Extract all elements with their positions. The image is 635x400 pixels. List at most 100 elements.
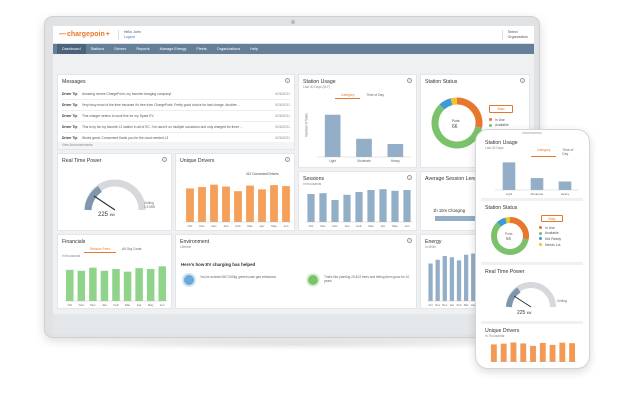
info-icon[interactable]: i xyxy=(520,78,525,83)
phone-donut-label: Ports xyxy=(505,232,513,236)
bar-nov xyxy=(435,259,440,301)
info-icon[interactable]: i xyxy=(407,175,412,180)
station-usage-title: Station Usage xyxy=(303,79,336,85)
message-text: Very busy most of the time because it's … xyxy=(82,103,241,107)
tab-time-of-day[interactable]: Time of Day xyxy=(562,148,574,156)
station-status-card: Station Status i Ports 66 Map In Use Ava… xyxy=(420,74,530,168)
app-header: — chargepoin + Hello John Logout Select Orga… xyxy=(53,26,534,44)
environment-card: Environment Lifetime i Here's how EV cha… xyxy=(175,234,417,309)
legend-dot xyxy=(539,243,542,247)
bar-jan xyxy=(520,343,527,362)
message-text: This charger seems to work fine for my S… xyxy=(82,114,154,118)
bar-heavy xyxy=(558,181,572,190)
bar-jan xyxy=(449,257,455,301)
tick-label: Jun xyxy=(160,303,165,307)
nav-organizations[interactable]: Organizations xyxy=(216,47,241,51)
message-row[interactable]: Driver Tip This is by far my favorite L2 … xyxy=(62,122,290,133)
message-author: Driver Tip xyxy=(62,136,78,140)
bar-jan xyxy=(222,186,230,222)
info-icon[interactable]: i xyxy=(285,157,290,162)
station-usage-card: Station Usage Last 30 Days (M-F) i Categ… xyxy=(298,74,417,168)
chargepoint-logo[interactable]: — chargepoin + xyxy=(59,31,110,38)
legend-label: In Use xyxy=(545,225,555,230)
phone-unique-drivers: Unique Drivers In Thousands xyxy=(481,324,583,362)
org-select-label: Select xyxy=(507,29,518,34)
user-menu[interactable]: Hello John Logout xyxy=(117,29,141,40)
logo-text: chargepoin xyxy=(67,31,105,38)
real-time-power-card: Real Time Power i 225 kW Ceiling 1.5 MW xyxy=(57,153,172,231)
bar-apr xyxy=(549,344,556,362)
tab-category[interactable]: Category xyxy=(335,92,361,99)
legend-dot xyxy=(539,237,542,241)
tick-label: Apr xyxy=(260,224,265,228)
phone-usage-tabs: Category Time of Day xyxy=(531,147,583,157)
nav-stations[interactable]: Stations xyxy=(90,47,105,51)
message-row[interactable]: Driver Tip Very busy most of the time bec… xyxy=(62,100,290,111)
phone-real-time-power: Real Time Power 225 kW Ceiling xyxy=(481,265,583,323)
info-icon[interactable]: i xyxy=(162,157,167,162)
tab-all-org-costs[interactable]: All Org Costs xyxy=(121,247,142,251)
nav-manage-energy[interactable]: Manage Energy xyxy=(159,47,187,51)
phone-screen: Station Usage Last 30 Days Category Time … xyxy=(481,136,583,362)
info-icon[interactable]: i xyxy=(407,78,412,83)
slice-not-ready xyxy=(496,217,507,227)
station-usage-ylabel: Number of Visits xyxy=(304,113,309,137)
nav-reports[interactable]: Reports xyxy=(136,47,150,51)
station-usage-chart: Light Moderate Heavy xyxy=(317,114,411,163)
avg-session-note: 1h 10m Charging xyxy=(433,208,466,213)
slice-needs-lot xyxy=(450,97,458,106)
legend-dot xyxy=(539,226,542,230)
org-selector[interactable]: Select Organization xyxy=(501,29,528,40)
phone-drivers-chart xyxy=(489,342,577,362)
logout-link[interactable]: Logout xyxy=(123,34,135,39)
bar-light xyxy=(324,114,341,157)
bar-feb xyxy=(112,269,120,301)
nav-drivers[interactable]: Drivers xyxy=(114,47,127,51)
tick-label: Oct xyxy=(188,224,193,228)
legend-label: Not Ready xyxy=(545,236,562,241)
message-row[interactable]: Driver Tip This charger seems to work fin… xyxy=(62,111,290,122)
legend-label: Needs Lot xyxy=(545,242,561,247)
tick-label: Nov xyxy=(320,224,326,228)
bar-moderate xyxy=(356,138,372,157)
tab-session-fees[interactable]: Session Fees xyxy=(84,246,116,253)
tick-label: May xyxy=(392,224,398,228)
slice-not-ready xyxy=(439,98,453,110)
bar-oct xyxy=(428,263,433,301)
legend-in-use: In Use xyxy=(539,225,561,231)
message-row[interactable]: Driver Tip Amazing moves ChargePoint, my … xyxy=(62,89,290,100)
nav-dashboard[interactable]: Dashboard xyxy=(57,44,86,54)
laptop-frame: — chargepoin + Hello John Logout Select Orga… xyxy=(44,16,540,338)
legend-dot xyxy=(489,123,492,127)
bar-dec xyxy=(331,200,339,222)
nav-fleets[interactable]: Fleets xyxy=(196,47,207,51)
financials-subtitle: In thousands xyxy=(62,254,81,258)
tick-label: Light xyxy=(329,159,336,163)
phone-rtp-value: 225 kW xyxy=(517,310,532,316)
tick-label: Nov xyxy=(435,303,441,307)
info-icon[interactable]: i xyxy=(285,78,290,83)
sessions-chart: Oct Nov Dec Jan Feb Mar Apr May Jun xyxy=(305,189,413,228)
tick-label: Feb xyxy=(235,224,241,228)
bar-apr xyxy=(135,268,143,301)
nav-help[interactable]: Help xyxy=(250,47,259,51)
legend-available: Available xyxy=(489,123,511,129)
message-text: Amazing moves ChargePoint, my favorite c… xyxy=(82,92,172,96)
bar-heavy xyxy=(387,144,404,157)
message-author: Driver Tip xyxy=(62,103,78,107)
station-status-donut xyxy=(431,97,483,149)
tick-label: Oct xyxy=(309,224,314,228)
dashboard-screen: — chargepoin + Hello John Logout Select Orga… xyxy=(53,26,534,334)
energy-title: Energy xyxy=(425,239,442,245)
view-announcements-link[interactable]: View Announcements xyxy=(58,142,294,149)
bar-oct xyxy=(66,269,74,301)
phone-frame: Station Usage Last 30 Days Category Time … xyxy=(475,129,590,369)
slice-needs-lot xyxy=(505,217,511,224)
connected-drivers-note: 412 Connected Drivers xyxy=(246,172,279,176)
tab-category[interactable]: Category xyxy=(531,147,557,157)
info-icon[interactable]: i xyxy=(407,238,412,243)
bar-may xyxy=(146,269,155,301)
map-button[interactable]: Map xyxy=(489,105,513,113)
phone-map-button[interactable]: Map xyxy=(541,215,563,222)
tab-time-of-day[interactable]: Time of Day xyxy=(366,93,385,97)
